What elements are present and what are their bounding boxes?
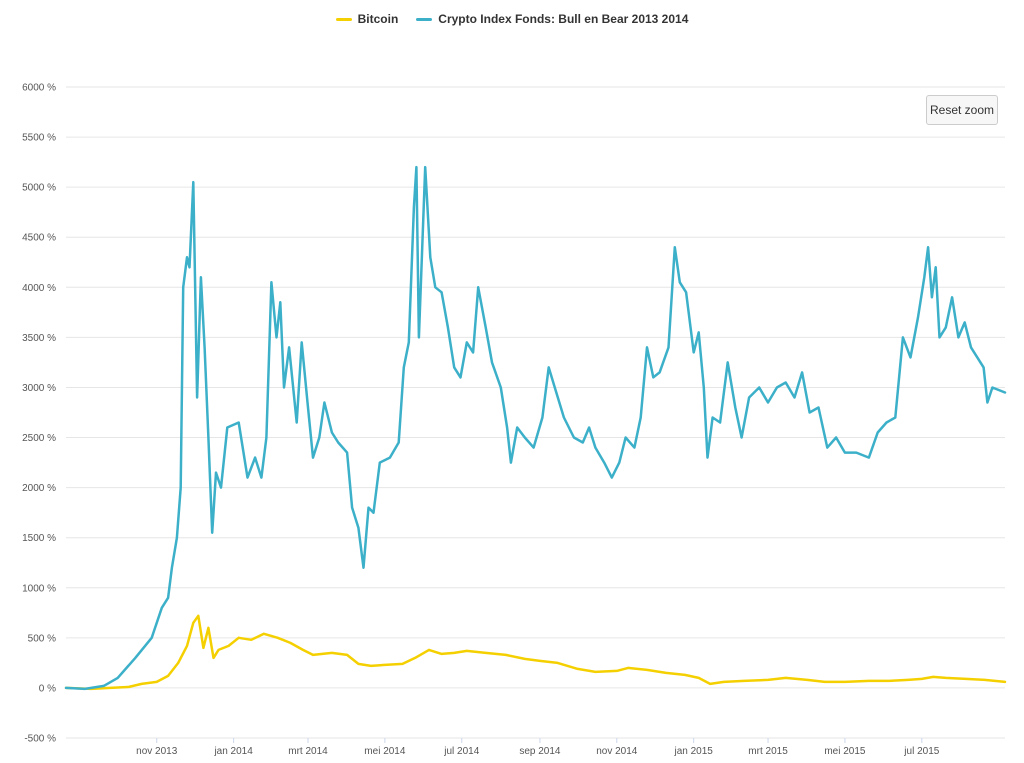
legend-label-bitcoin: Bitcoin	[357, 12, 399, 26]
y-tick-label: 3000 %	[22, 383, 56, 394]
y-axis-ticks: -500 % 0 % 500 % 1000 % 1500 % 2000 % 2500 % 30…	[22, 83, 56, 745]
x-axis-ticks: nov 2013 jan 2014 mrt 2014 mei 2014 jul 2014…	[136, 738, 940, 757]
y-tick-label: 4000 %	[22, 283, 56, 294]
legend-swatch-crypto-index	[416, 17, 433, 21]
chart-legend: Bitcoin Crypto Index Fonds: Bull en Bear…	[0, 12, 1024, 26]
series-line-crypto-index[interactable]	[64, 165, 1007, 691]
x-tick-label: sep 2014	[519, 746, 561, 757]
y-tick-label: 6000 %	[22, 83, 56, 94]
series-line-bitcoin[interactable]	[64, 614, 1007, 691]
x-tick-label: jul 2014	[443, 746, 479, 757]
reset-zoom-button[interactable]: Reset zoom	[926, 95, 998, 125]
legend-swatch-bitcoin	[335, 17, 352, 21]
y-tick-label: 2500 %	[22, 433, 56, 444]
x-tick-label: jan 2014	[213, 746, 253, 757]
x-tick-label: jan 2015	[673, 746, 713, 757]
legend-item-bitcoin[interactable]: Bitcoin	[335, 12, 399, 26]
x-tick-label: mei 2015	[824, 746, 866, 757]
grid-lines	[66, 86, 1005, 739]
x-tick-label: nov 2014	[596, 746, 638, 757]
legend-item-crypto-index[interactable]: Crypto Index Fonds: Bull en Bear 2013 20…	[416, 12, 688, 26]
y-tick-label: 5500 %	[22, 133, 56, 144]
y-tick-label: 0 %	[39, 683, 56, 694]
y-tick-label: 500 %	[28, 633, 56, 644]
y-tick-label: 2000 %	[22, 483, 56, 494]
y-tick-label: 3500 %	[22, 333, 56, 344]
y-tick-label: 4500 %	[22, 233, 56, 244]
x-tick-label: jul 2015	[903, 746, 939, 757]
y-tick-label: 1500 %	[22, 533, 56, 544]
y-tick-label: 1000 %	[22, 583, 56, 594]
x-tick-label: mei 2014	[364, 746, 406, 757]
x-tick-label: mrt 2014	[288, 746, 328, 757]
x-tick-label: mrt 2015	[748, 746, 788, 757]
series-lines	[64, 165, 1007, 691]
y-tick-label: 5000 %	[22, 183, 56, 194]
x-tick-label: nov 2013	[136, 746, 178, 757]
y-tick-label: -500 %	[24, 734, 56, 745]
legend-label-crypto-index: Crypto Index Fonds: Bull en Bear 2013 20…	[438, 12, 689, 26]
